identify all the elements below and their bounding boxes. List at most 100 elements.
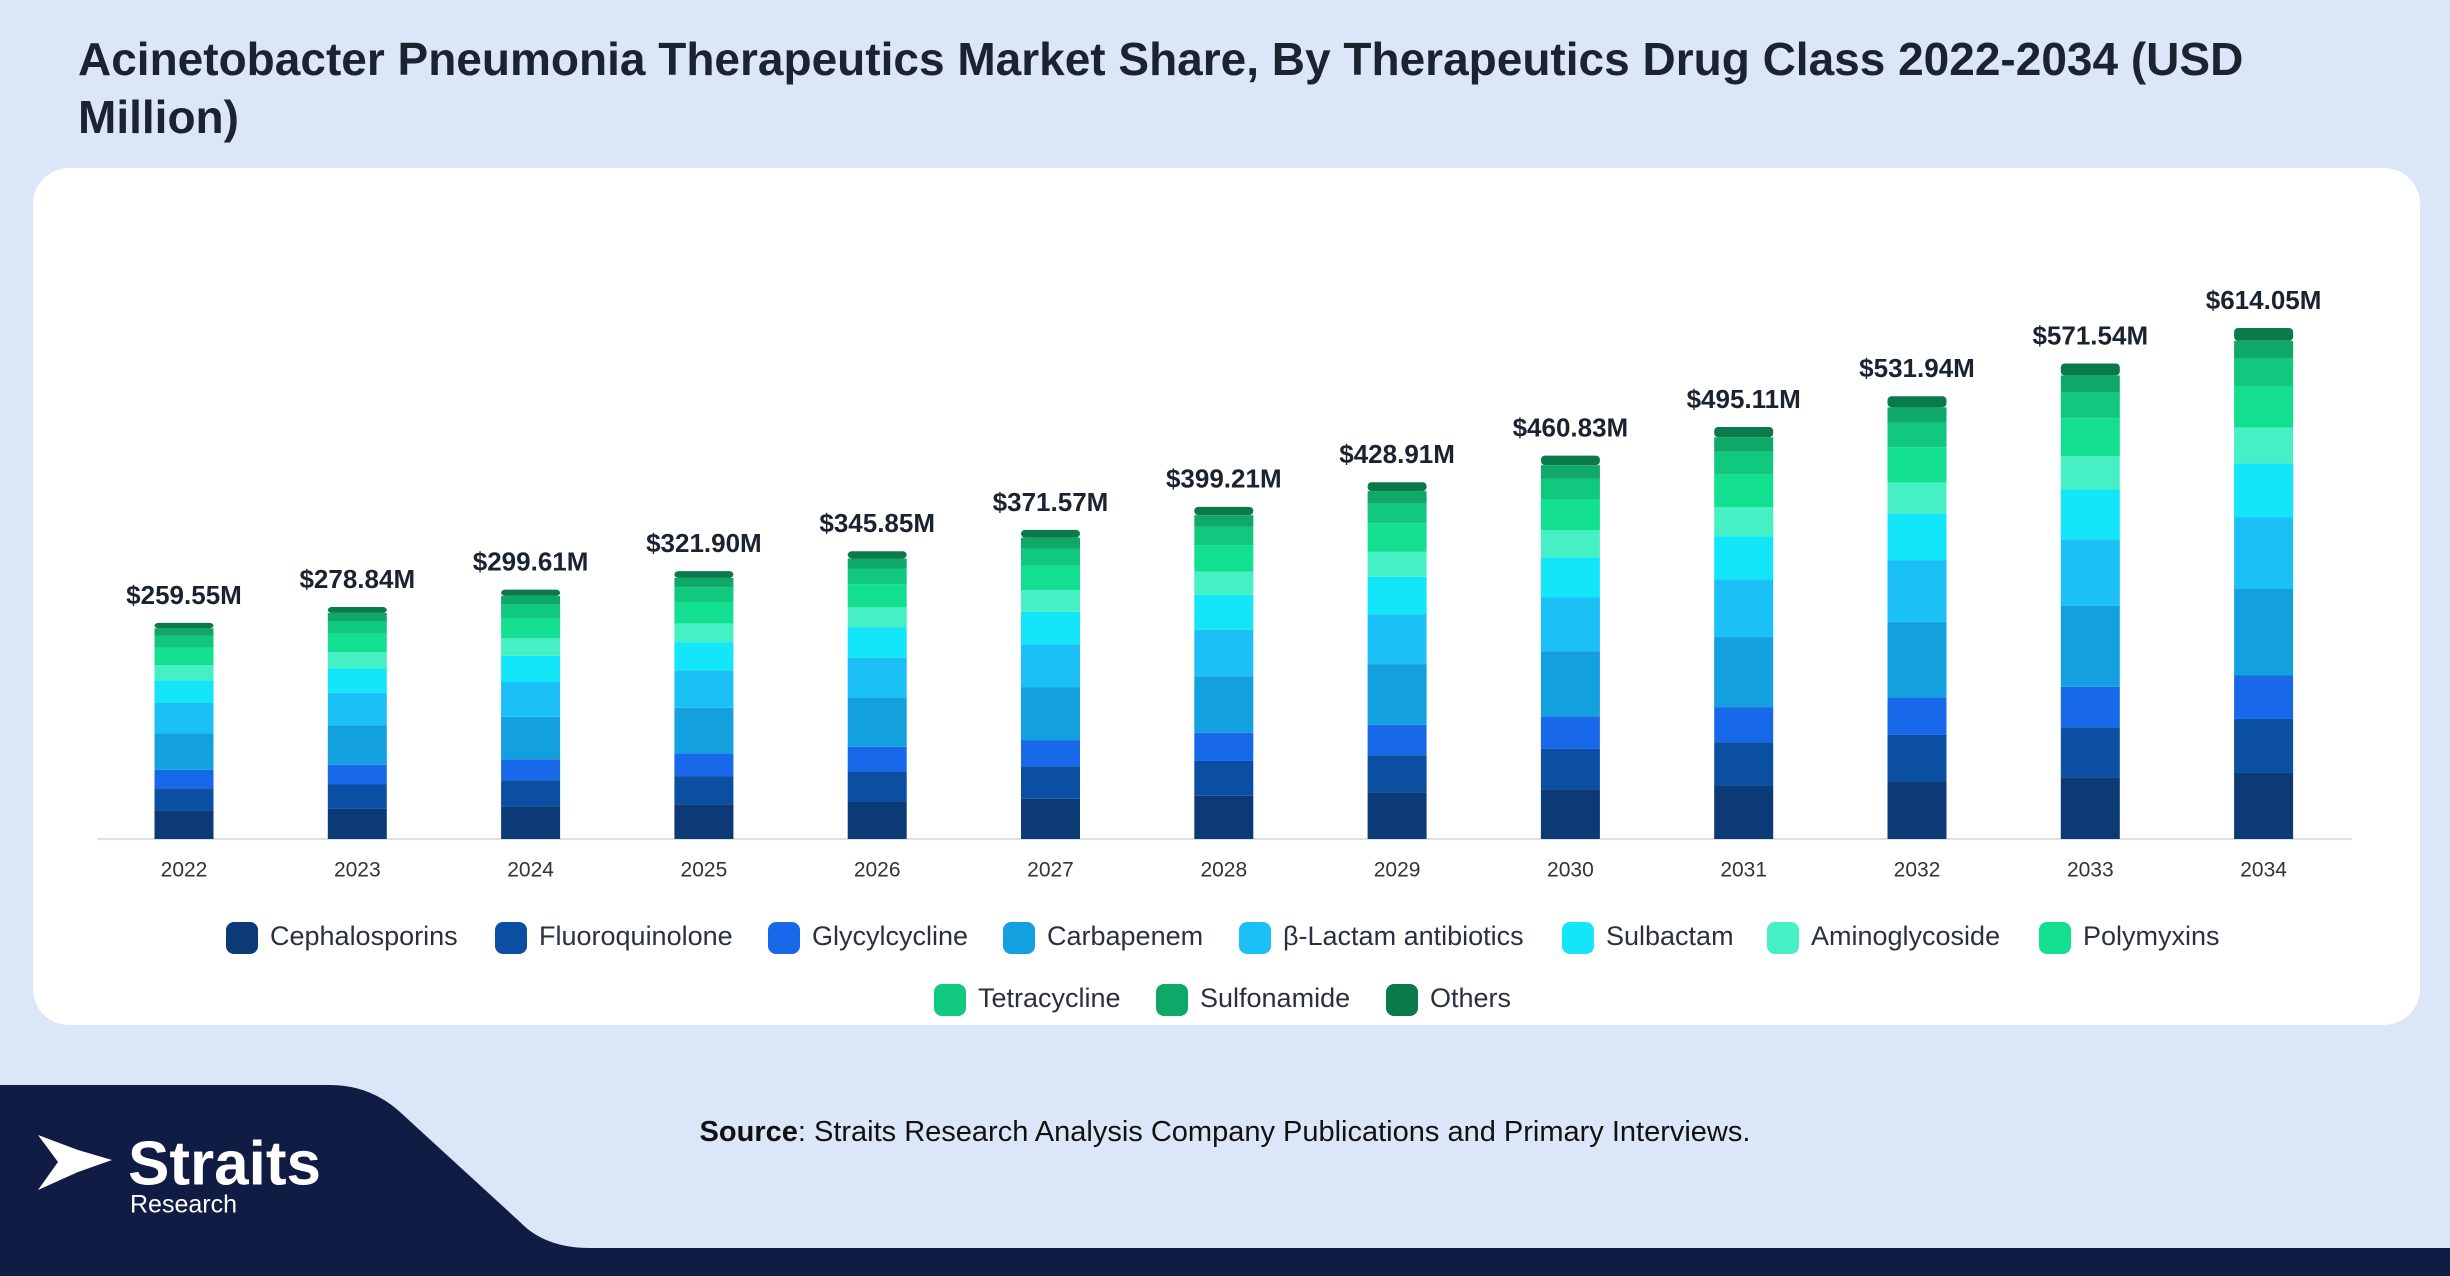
x-tick-label: 2023 bbox=[334, 859, 381, 882]
legend-label: Sulbactam bbox=[1606, 921, 1734, 951]
bar-segment bbox=[2060, 375, 2120, 393]
bar-segment bbox=[154, 810, 214, 839]
bar-segment bbox=[847, 801, 907, 839]
x-tick-label: 2034 bbox=[2240, 859, 2287, 882]
bar-segment bbox=[327, 692, 387, 726]
bar-segment bbox=[1194, 594, 1254, 630]
source-label: Source bbox=[699, 1116, 798, 1148]
legend-label: Cephalosporins bbox=[270, 921, 458, 951]
bar-segment bbox=[154, 702, 214, 734]
bar-segment bbox=[847, 607, 907, 628]
bar-segment bbox=[1021, 740, 1080, 767]
bar-segment bbox=[2060, 456, 2120, 490]
bar-segment bbox=[501, 759, 561, 781]
bar-segment bbox=[1367, 724, 1427, 756]
logo-icon bbox=[38, 1135, 112, 1190]
bar-segment bbox=[2060, 489, 2120, 540]
total-label: $299.61M bbox=[473, 547, 589, 577]
bar-segment bbox=[1194, 515, 1254, 527]
total-label: $321.90M bbox=[646, 528, 762, 558]
logo-sub: Research bbox=[130, 1191, 237, 1219]
bar-segment bbox=[327, 612, 387, 622]
total-label: $278.84M bbox=[299, 564, 415, 594]
bar-segment bbox=[2234, 463, 2294, 518]
bar-segment bbox=[1540, 597, 1600, 652]
legend-swatch bbox=[2039, 922, 2071, 954]
bar-segment bbox=[1194, 760, 1254, 796]
bar-segment bbox=[2234, 340, 2294, 359]
bar-segment bbox=[847, 558, 907, 569]
legend-swatch bbox=[1767, 922, 1799, 954]
legend-label: Aminoglycoside bbox=[1811, 921, 2000, 951]
x-tick-label: 2024 bbox=[507, 859, 554, 882]
bar-segment bbox=[1194, 571, 1254, 595]
total-label: $614.05M bbox=[2206, 285, 2322, 315]
footer-band bbox=[0, 1085, 2450, 1276]
legend-label: Polymyxins bbox=[2083, 921, 2220, 951]
total-label: $345.85M bbox=[819, 508, 935, 538]
legend-swatch bbox=[934, 984, 966, 1016]
total-label: $371.57M bbox=[993, 487, 1109, 517]
x-tick-label: 2027 bbox=[1027, 859, 1074, 882]
bar-segment bbox=[1367, 792, 1427, 839]
bar-segment bbox=[1540, 478, 1600, 500]
total-label: $531.94M bbox=[1859, 353, 1975, 383]
x-tick-label: 2022 bbox=[161, 859, 208, 882]
bar-segment bbox=[1887, 482, 1947, 514]
bar-segment bbox=[1540, 465, 1600, 479]
bar-segment bbox=[1367, 755, 1427, 793]
legend-swatch bbox=[1386, 984, 1418, 1016]
bar-segment bbox=[327, 725, 387, 765]
x-tick-label: 2031 bbox=[1720, 859, 1767, 882]
bar-segment bbox=[1887, 513, 1947, 561]
bar-segment bbox=[2234, 427, 2294, 464]
bar-segment bbox=[1714, 474, 1774, 508]
bar-segment bbox=[847, 657, 907, 698]
bar-segment bbox=[501, 595, 561, 605]
logo-name: Straits bbox=[128, 1129, 321, 1198]
bar-segment bbox=[1714, 707, 1774, 743]
total-label: $259.55M bbox=[126, 580, 242, 610]
bar-segment bbox=[1021, 798, 1080, 839]
bar-segment bbox=[1194, 629, 1254, 677]
bar-segment bbox=[2060, 686, 2120, 728]
bar-segment bbox=[1021, 687, 1080, 741]
bar-segment bbox=[501, 589, 561, 596]
bar-segment bbox=[2234, 718, 2294, 773]
bar-segment bbox=[1714, 785, 1774, 839]
bar-segment bbox=[501, 716, 561, 760]
bar-segment bbox=[674, 601, 734, 624]
source-note: Source: Straits Research Analysis Compan… bbox=[0, 1116, 2450, 1149]
bar-segment bbox=[847, 627, 907, 658]
bar-segment bbox=[327, 764, 387, 785]
bar-segment bbox=[154, 628, 214, 636]
bar-segment bbox=[1021, 548, 1080, 566]
bar-segment bbox=[1714, 579, 1774, 638]
bar-segment bbox=[1540, 499, 1600, 531]
x-tick-label: 2028 bbox=[1200, 859, 1247, 882]
bar-segment bbox=[1714, 637, 1774, 708]
bar-segment bbox=[1540, 530, 1600, 558]
bar-segment bbox=[1540, 557, 1600, 598]
bar-segment bbox=[1540, 651, 1600, 717]
bar-segment bbox=[1194, 732, 1254, 761]
bar-segment bbox=[1021, 529, 1080, 538]
bar-segment bbox=[1714, 437, 1774, 452]
bar-segment bbox=[2234, 386, 2294, 428]
bar-segment bbox=[1540, 748, 1600, 790]
bar-segment bbox=[674, 670, 734, 708]
bar-segment bbox=[2234, 588, 2294, 676]
chart-title: Acinetobacter Pneumonia Therapeutics Mar… bbox=[78, 33, 2244, 143]
bar-segment bbox=[1714, 536, 1774, 580]
bar-segment bbox=[327, 607, 387, 613]
bar-segment bbox=[1887, 407, 1947, 423]
bar-segment bbox=[674, 753, 734, 777]
bar-segment bbox=[2234, 772, 2294, 839]
bar-segment bbox=[501, 655, 561, 683]
bar-segment bbox=[1194, 526, 1254, 546]
bar-segment bbox=[847, 584, 907, 608]
bar-segment bbox=[327, 784, 387, 809]
bar-segment bbox=[674, 577, 734, 588]
bar-segment bbox=[674, 776, 734, 805]
